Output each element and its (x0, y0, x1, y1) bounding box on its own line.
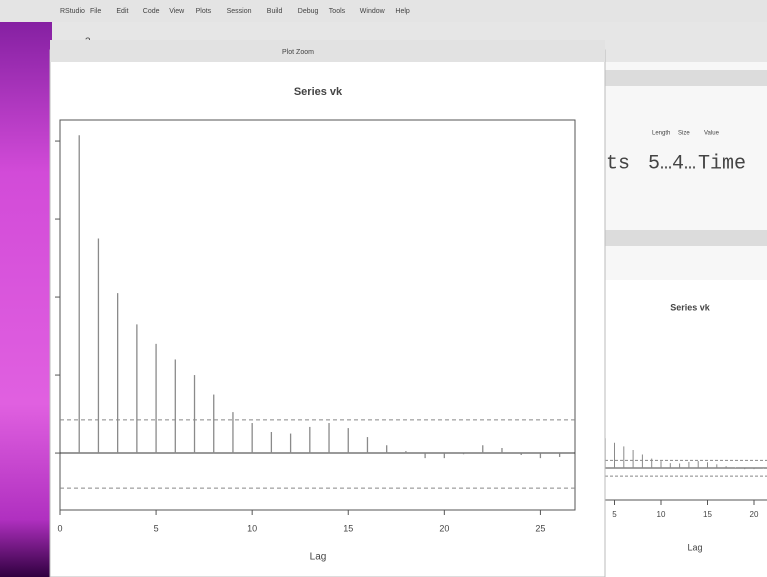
sidebar-strip (0, 0, 52, 577)
env-cell: 5… (648, 152, 672, 175)
window-title: Plot Zoom (282, 49, 314, 56)
mini-x-label: Lag (687, 542, 702, 552)
chart-title: Series vk (294, 86, 343, 98)
x-tick-label: 15 (343, 523, 353, 533)
menu-item[interactable]: Help (395, 8, 410, 15)
pane-tabs (605, 230, 767, 246)
menu-bar (0, 0, 767, 22)
env-cell: 4… (672, 152, 696, 175)
plot-box (59, 119, 576, 511)
plots-pane (605, 280, 767, 577)
menu-item[interactable]: Code (143, 8, 160, 15)
menu-item[interactable]: Tools (329, 8, 346, 15)
x-axis-label: Lag (310, 552, 327, 563)
env-cell: Time (698, 152, 746, 175)
menu-item[interactable]: Edit (116, 8, 128, 15)
menu-item[interactable]: Build (267, 8, 283, 15)
menu-item[interactable]: Window (360, 8, 386, 15)
menu-item[interactable]: Plots (196, 8, 212, 15)
x-tick-label: 0 (57, 523, 62, 533)
mini-x-tick-label: 5 (612, 510, 617, 519)
x-tick-label: 5 (154, 523, 159, 533)
mini-x-tick-label: 10 (657, 510, 666, 519)
menu: RStudio File Edit Code View Plots Session Build… (60, 8, 410, 15)
x-tick-label: 20 (439, 523, 449, 533)
zoom-title-bar (50, 40, 605, 62)
env-cell: ts (606, 152, 630, 175)
pane-tabs (605, 70, 767, 86)
right-content: Length Size Value ts 5… 4… Time Series vk Lag 5 10… (605, 131, 767, 552)
menu-item[interactable]: Session (227, 8, 252, 15)
column-header: Length (652, 131, 670, 137)
menu-item[interactable]: File (90, 8, 101, 15)
mini-x-tick-label: 15 (703, 510, 712, 519)
x-tick-label: 25 (535, 523, 545, 533)
x-tick-label: 10 (247, 523, 257, 533)
mini-x-tick-label: 20 (750, 510, 759, 519)
column-header: Value (704, 131, 720, 137)
mini-title: Series vk (670, 302, 711, 312)
zoom-window (49, 49, 606, 577)
menu-item[interactable]: Debug (298, 8, 319, 15)
menu-item[interactable]: RStudio (60, 8, 85, 15)
column-header: Size (678, 131, 690, 137)
menu-item[interactable]: View (169, 8, 185, 15)
